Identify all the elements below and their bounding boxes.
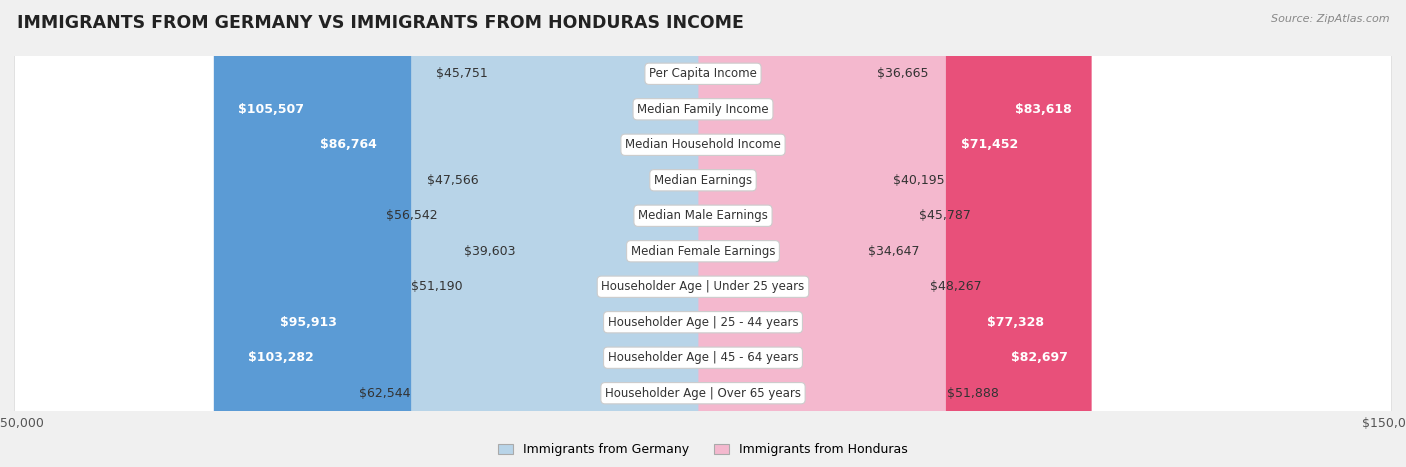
Text: Median Male Earnings: Median Male Earnings (638, 209, 768, 222)
FancyBboxPatch shape (516, 0, 707, 467)
Text: $48,267: $48,267 (931, 280, 981, 293)
Text: Source: ZipAtlas.com: Source: ZipAtlas.com (1271, 14, 1389, 24)
Text: $62,544: $62,544 (359, 387, 411, 400)
FancyBboxPatch shape (14, 0, 1392, 467)
Text: $82,697: $82,697 (1011, 351, 1067, 364)
FancyBboxPatch shape (14, 0, 1392, 467)
FancyBboxPatch shape (214, 0, 707, 467)
FancyBboxPatch shape (14, 0, 1392, 467)
Text: $34,647: $34,647 (868, 245, 920, 258)
Text: $40,195: $40,195 (893, 174, 945, 187)
Text: $45,787: $45,787 (918, 209, 970, 222)
Text: $45,751: $45,751 (436, 67, 488, 80)
Text: Householder Age | 45 - 64 years: Householder Age | 45 - 64 years (607, 351, 799, 364)
FancyBboxPatch shape (14, 0, 1392, 467)
Text: Householder Age | Under 25 years: Householder Age | Under 25 years (602, 280, 804, 293)
Text: $36,665: $36,665 (877, 67, 928, 80)
FancyBboxPatch shape (699, 0, 1036, 467)
Text: IMMIGRANTS FROM GERMANY VS IMMIGRANTS FROM HONDURAS INCOME: IMMIGRANTS FROM GERMANY VS IMMIGRANTS FR… (17, 14, 744, 32)
Text: $39,603: $39,603 (464, 245, 516, 258)
FancyBboxPatch shape (699, 0, 866, 467)
Text: $83,618: $83,618 (1015, 103, 1071, 116)
FancyBboxPatch shape (464, 0, 707, 467)
Text: $95,913: $95,913 (280, 316, 337, 329)
Text: $51,190: $51,190 (411, 280, 463, 293)
FancyBboxPatch shape (699, 0, 918, 467)
Legend: Immigrants from Germany, Immigrants from Honduras: Immigrants from Germany, Immigrants from… (494, 439, 912, 461)
FancyBboxPatch shape (257, 0, 707, 467)
FancyBboxPatch shape (14, 0, 1392, 467)
FancyBboxPatch shape (699, 0, 1063, 467)
Text: Householder Age | Over 65 years: Householder Age | Over 65 years (605, 387, 801, 400)
Text: Householder Age | 25 - 44 years: Householder Age | 25 - 44 years (607, 316, 799, 329)
FancyBboxPatch shape (14, 0, 1392, 467)
FancyBboxPatch shape (699, 0, 946, 467)
Text: $105,507: $105,507 (238, 103, 304, 116)
Text: $47,566: $47,566 (427, 174, 479, 187)
FancyBboxPatch shape (14, 0, 1392, 467)
Text: Median Female Earnings: Median Female Earnings (631, 245, 775, 258)
FancyBboxPatch shape (699, 0, 1087, 467)
Text: Median Earnings: Median Earnings (654, 174, 752, 187)
Text: Median Household Income: Median Household Income (626, 138, 780, 151)
FancyBboxPatch shape (699, 0, 1091, 467)
FancyBboxPatch shape (439, 0, 707, 467)
Text: $51,888: $51,888 (946, 387, 998, 400)
FancyBboxPatch shape (14, 0, 1392, 467)
FancyBboxPatch shape (699, 0, 893, 467)
FancyBboxPatch shape (699, 0, 929, 467)
Text: Per Capita Income: Per Capita Income (650, 67, 756, 80)
Text: $56,542: $56,542 (387, 209, 437, 222)
FancyBboxPatch shape (411, 0, 707, 467)
FancyBboxPatch shape (488, 0, 707, 467)
Text: $103,282: $103,282 (247, 351, 314, 364)
FancyBboxPatch shape (479, 0, 707, 467)
Text: $77,328: $77,328 (987, 316, 1045, 329)
FancyBboxPatch shape (299, 0, 707, 467)
FancyBboxPatch shape (14, 0, 1392, 467)
Text: $86,764: $86,764 (321, 138, 377, 151)
FancyBboxPatch shape (224, 0, 707, 467)
FancyBboxPatch shape (699, 0, 876, 467)
Text: $71,452: $71,452 (960, 138, 1018, 151)
FancyBboxPatch shape (14, 0, 1392, 467)
Text: Median Family Income: Median Family Income (637, 103, 769, 116)
